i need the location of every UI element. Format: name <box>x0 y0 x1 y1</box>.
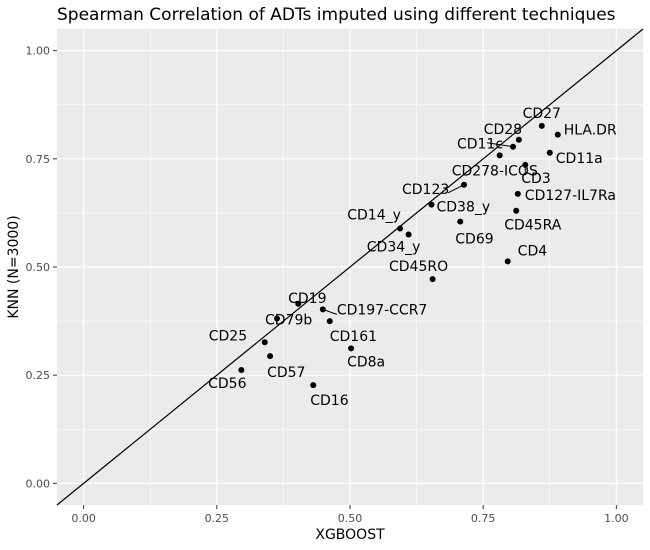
point-label-CD127-IL7Ra: CD127-IL7Ra <box>525 188 616 204</box>
y-tick-label: 1.00 <box>26 45 51 58</box>
point-labels: CD27HLA.DRCD28CD11cCD11aCD278-ICOSCD3CD1… <box>208 106 617 409</box>
point-CD11a <box>546 149 553 156</box>
point-label-HLA.DR: HLA.DR <box>564 123 617 139</box>
point-label-CD25: CD25 <box>209 328 247 344</box>
identity-line <box>56 28 644 506</box>
point-CD278-ICOS <box>496 152 503 159</box>
point-CD45RO <box>429 276 436 283</box>
point-CD57 <box>267 353 274 360</box>
point-CD8a <box>348 345 355 352</box>
point-label-CD16: CD16 <box>310 393 348 409</box>
point-CD56 <box>238 366 245 373</box>
point-CD34_y <box>405 231 412 238</box>
y-tick-label: 0.00 <box>26 477 51 490</box>
chart-title: Spearman Correlation of ADTs imputed usi… <box>57 5 616 25</box>
point-label-CD3: CD3 <box>521 171 550 187</box>
x-tick-label: 0.50 <box>338 512 363 525</box>
point-label-CD79b: CD79b <box>265 312 312 328</box>
point-label-CD57: CD57 <box>267 365 305 381</box>
point-label-CD56: CD56 <box>208 376 246 392</box>
point-label-CD14_y: CD14_y <box>347 207 401 223</box>
point-CD38_y <box>428 201 435 208</box>
point-label-CD123: CD123 <box>402 182 449 198</box>
point-CD69 <box>457 218 464 225</box>
point-label-CD34_y: CD34_y <box>367 240 421 256</box>
point-CD16 <box>310 382 317 389</box>
point-CD19 <box>295 300 302 307</box>
point-CD45RA <box>513 207 520 214</box>
y-tick-label: 0.50 <box>26 261 51 274</box>
point-CD127-IL7Ra <box>514 190 521 197</box>
data-points <box>238 122 561 389</box>
x-tick-label: 0.75 <box>471 512 496 525</box>
point-CD25 <box>261 339 268 346</box>
point-CD4 <box>504 258 511 265</box>
point-HLA.DR <box>554 131 561 138</box>
point-CD123 <box>461 181 468 188</box>
point-label-CD45RO: CD45RO <box>389 259 448 275</box>
y-axis-title: KNN (N=3000) <box>6 215 22 318</box>
y-axis-ticks: 0.00 0.25 0.50 0.75 1.00 <box>26 45 57 490</box>
point-label-CD8a: CD8a <box>347 354 385 370</box>
point-label-CD38_y: CD38_y <box>437 200 491 216</box>
point-label-CD69: CD69 <box>455 232 493 248</box>
point-CD3 <box>522 161 529 168</box>
point-CD161 <box>326 318 333 325</box>
point-label-CD28: CD28 <box>484 122 522 138</box>
x-tick-label: 0.00 <box>71 512 96 525</box>
x-tick-label: 0.25 <box>205 512 230 525</box>
point-label-CD278-ICOS: CD278-ICOS <box>452 163 538 179</box>
connector-CD11c <box>486 142 514 148</box>
point-label-CD197-CCR7: CD197-CCR7 <box>337 302 428 318</box>
identity-line-path <box>56 28 644 506</box>
point-CD28 <box>515 136 522 143</box>
y-tick-label: 0.75 <box>26 153 51 166</box>
point-CD197-CCR7 <box>319 306 326 313</box>
point-label-CD27: CD27 <box>523 106 561 122</box>
point-CD79b <box>274 315 281 322</box>
x-tick-label: 1.00 <box>604 512 629 525</box>
point-label-CD11a: CD11a <box>556 151 603 167</box>
point-label-CD45RA: CD45RA <box>504 218 562 234</box>
x-axis-ticks: 0.00 0.25 0.50 0.75 1.00 <box>71 505 629 525</box>
point-label-CD11c: CD11c <box>457 137 503 153</box>
x-axis-title: XGBOOST <box>315 527 385 543</box>
point-label-CD161: CD161 <box>330 329 377 345</box>
point-CD27 <box>538 122 545 129</box>
y-tick-label: 0.25 <box>26 369 51 382</box>
point-CD14_y <box>397 225 404 232</box>
point-label-CD4: CD4 <box>518 243 548 259</box>
point-label-CD19: CD19 <box>288 291 326 307</box>
point-CD11c <box>510 143 517 150</box>
